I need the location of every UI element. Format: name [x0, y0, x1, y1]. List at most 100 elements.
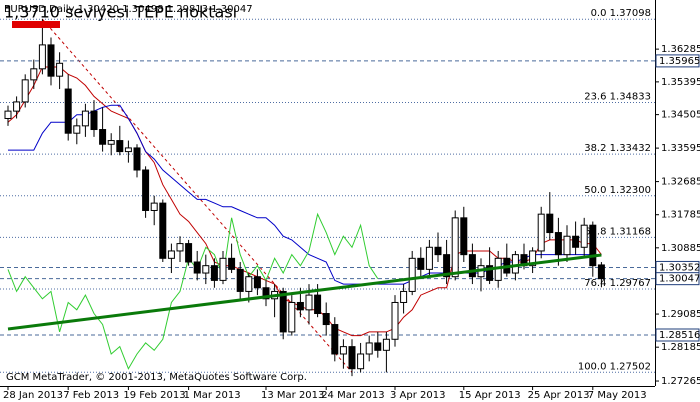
candle-body [314, 294, 322, 315]
candle-body [38, 44, 46, 70]
candle-body [47, 44, 55, 77]
candle-body [382, 338, 390, 351]
candle-body [56, 62, 64, 77]
candle-body [400, 290, 408, 303]
candle-body [193, 261, 201, 274]
candle-body [90, 110, 98, 131]
fib-label: 0.0 1.37098 [591, 8, 651, 19]
candle-body [443, 254, 451, 278]
candle-body [554, 232, 562, 256]
candle-body [107, 140, 115, 145]
y-tick-label: 1.28185 [661, 342, 700, 353]
candle-body [434, 246, 442, 256]
candle-body [202, 265, 210, 274]
candle-body [365, 342, 373, 355]
candle-body [185, 243, 193, 263]
plot-area: 0.0 1.37098 23.6 1.34833 38.2 1.33432 50.0 … [0, 8, 655, 377]
candle-body [219, 257, 227, 281]
candle-body [167, 250, 175, 259]
candle-body [305, 294, 313, 311]
candle-body [133, 147, 141, 171]
candle-body [64, 88, 72, 134]
candle-body [176, 243, 184, 252]
candle-body [142, 169, 150, 211]
x-tick-label: 1 Mar 2013 [184, 390, 241, 401]
candle-body [262, 287, 270, 300]
candle-body [589, 224, 597, 267]
candle-body [425, 246, 433, 270]
candle-body [348, 346, 356, 370]
candle-body [279, 290, 287, 333]
candle-body [245, 276, 253, 292]
candle-body [296, 301, 304, 311]
annotation: 1,3710 seviyesi TEPE noktası [4, 3, 237, 22]
candle-body [124, 147, 132, 153]
x-tick-label: 3 Apr 2013 [390, 390, 445, 401]
price-label-box [655, 272, 700, 286]
price-label-box [655, 54, 700, 68]
candle-body [357, 353, 365, 370]
chart-title: EURUSD,Daily 1.30420 1.30498 1.29813 1.3… [4, 4, 253, 15]
candle-body [451, 217, 459, 278]
candle-body [391, 301, 399, 340]
x-tick-label: 7 May 2013 [588, 390, 647, 401]
candle-body [563, 235, 571, 256]
indicator-line [7, 66, 602, 337]
y-tick-label: 1.29085 [661, 309, 700, 320]
candle-body [288, 301, 296, 333]
candle-body [13, 101, 21, 112]
candle-body [580, 224, 588, 248]
y-tick-label: 1.35395 [661, 77, 700, 88]
candle-body [529, 250, 537, 267]
candle-body [81, 110, 89, 127]
y-tick-label: 1.31785 [661, 210, 700, 221]
candle-body [374, 342, 382, 351]
peak-marker [12, 21, 60, 28]
candle-body [30, 68, 38, 81]
price-label: 1.30352 [659, 262, 700, 273]
x-tick-label: 7 Feb 2013 [63, 390, 119, 401]
candle-body [4, 110, 12, 119]
price-label: 1.30047 [659, 274, 700, 285]
x-tick-label: 25 Apr 2013 [528, 390, 590, 401]
candle-body [572, 235, 580, 248]
candle-body [21, 79, 29, 103]
candle-body [99, 129, 107, 145]
candle-body [73, 125, 81, 134]
candle-body [236, 268, 244, 292]
price-label: 1.35965 [659, 56, 700, 67]
candle-body [322, 313, 330, 326]
trend-line [7, 253, 602, 331]
indicator-line [7, 212, 379, 370]
y-tick-label: 1.27265 [661, 376, 700, 387]
candle-body [210, 265, 218, 281]
y-tick-label: 1.32685 [661, 177, 700, 188]
candle-body [546, 213, 554, 234]
price-label: 1.28516 [659, 330, 700, 341]
candle-body [150, 202, 158, 211]
x-tick-label: 19 Feb 2013 [123, 390, 185, 401]
x-tick-label: 15 Apr 2013 [459, 390, 521, 401]
fib-label: 100.0 1.27502 [578, 361, 651, 372]
candle-body [511, 254, 519, 274]
fib-label: 23.6 1.34833 [584, 92, 651, 103]
candle-body [159, 202, 167, 259]
fib-label: 76.4 1.29767 [584, 278, 651, 289]
footer: GCM MetaTrader, © 2001-2013, MetaQuotes … [6, 372, 307, 383]
y-tick-label: 1.30885 [661, 243, 700, 254]
y-tick-label: 1.36285 [661, 44, 700, 55]
y-tick-label: 1.33595 [661, 143, 700, 154]
candle-body [460, 217, 468, 256]
candle-body [408, 257, 416, 292]
x-tick-label: 28 Jan 2013 [3, 390, 63, 401]
x-tick-label: 24 Mar 2013 [321, 390, 384, 401]
candle-body [417, 257, 425, 270]
price-label-box [655, 328, 700, 342]
candle-body [116, 140, 124, 153]
candle-body [253, 276, 261, 289]
indicator-line [8, 104, 602, 285]
candle-body [597, 264, 605, 280]
candle-body [331, 324, 339, 355]
